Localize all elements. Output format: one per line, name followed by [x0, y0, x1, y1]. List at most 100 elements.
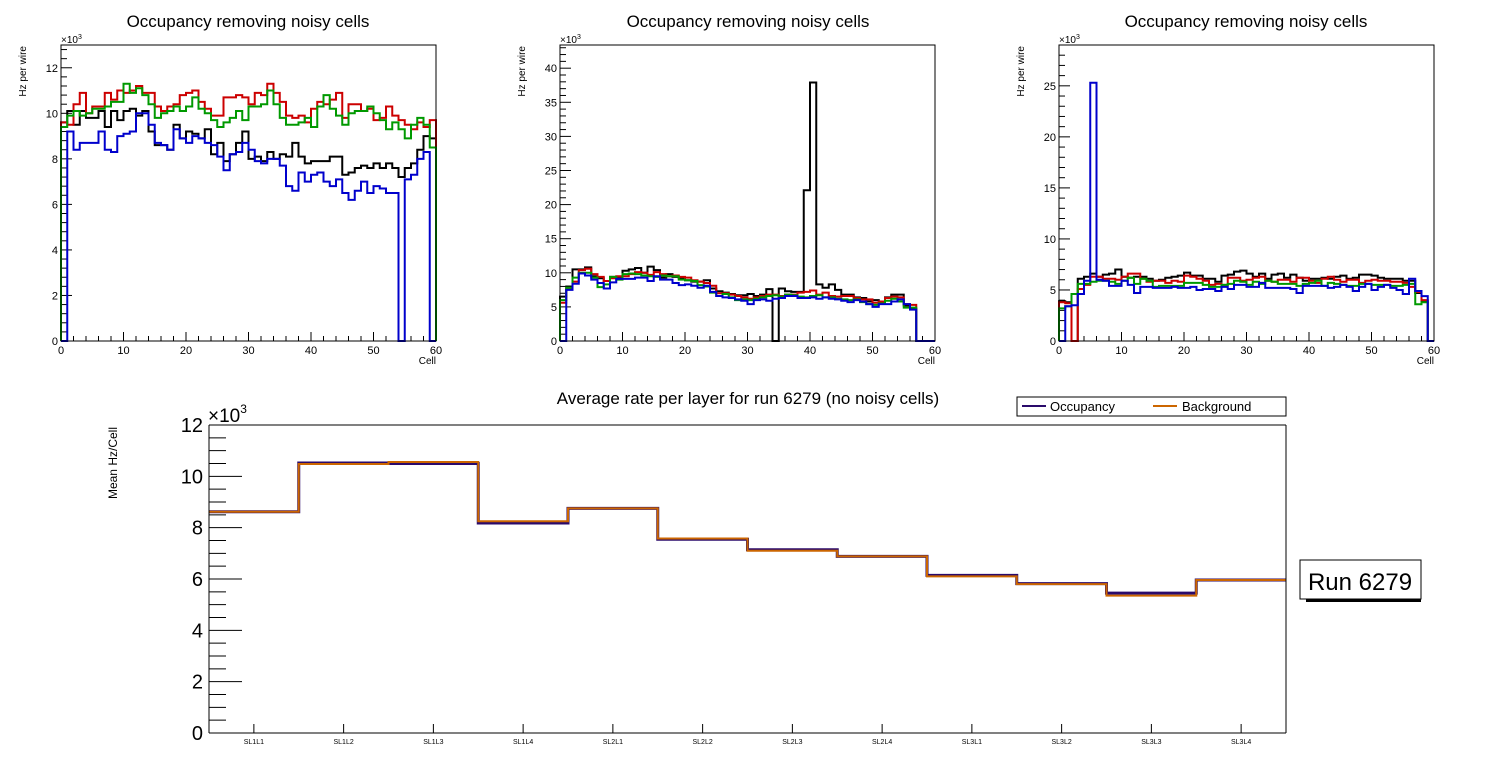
run-annotation-box	[1299, 559, 1422, 600]
y-tick-label: 4	[192, 620, 203, 642]
x-tick-label: 30	[741, 345, 753, 357]
series-group	[559, 81, 935, 342]
x-tick-label: 10	[117, 345, 129, 357]
series-green-line	[60, 82, 437, 341]
y-axis-label: Hz per wire	[18, 46, 29, 97]
x-tick-label: 40	[305, 345, 317, 357]
y-axis-label: Mean Hz/Cell	[106, 427, 120, 499]
x-tick-label: 50	[367, 345, 379, 357]
chart-title: Average rate per layer for run 6279 (no …	[557, 389, 939, 408]
series-group	[209, 460, 1286, 597]
series-red-line	[60, 82, 437, 341]
y-multiplier-label: ×103	[61, 34, 82, 46]
x-tick-label: 20	[679, 345, 691, 357]
y-tick-label: 8	[52, 154, 58, 166]
x-tick-label: 30	[1240, 345, 1252, 357]
series-occupancy-line	[209, 461, 1286, 595]
plot-frame	[1058, 44, 1435, 342]
y-multiplier-label: ×103	[1059, 34, 1080, 46]
x-tick-label: 40	[1303, 345, 1315, 357]
x-tick-label: 10	[616, 345, 628, 357]
legend-box	[1016, 396, 1287, 417]
y-tick-label: 35	[545, 97, 557, 109]
y-tick-label: 6	[192, 569, 203, 591]
run-annotation-label: Run 6279	[1308, 569, 1412, 596]
series-red-line	[1058, 272, 1434, 342]
top-right-histogram-panel: Occupancy removing noisy cells Hz per wi…	[1016, 12, 1440, 367]
y-tick-label: 40	[545, 63, 557, 75]
y-tick-label: 0	[551, 336, 557, 348]
legend: Occupancy Background	[1016, 396, 1287, 417]
x-category-label: SL1L3	[423, 739, 443, 746]
x-category-label: SL1L1	[244, 739, 264, 746]
x-tick-label: 40	[804, 345, 816, 357]
legend-label-occupancy: Occupancy	[1050, 399, 1116, 414]
legend-label-background: Background	[1182, 399, 1251, 414]
x-tick-label: 0	[1056, 345, 1062, 357]
y-axis-label: Hz per wire	[1016, 46, 1027, 97]
x-tick-label: 60	[1428, 345, 1440, 357]
y-tick-label: 20	[1044, 132, 1056, 144]
top-middle-histogram-panel: Occupancy removing noisy cells Hz per wi…	[517, 12, 941, 367]
y-tick-label: 10	[1044, 234, 1056, 246]
x-category-label: SL3L4	[1231, 739, 1251, 746]
series-blue-line	[560, 272, 935, 342]
y-tick-label: 15	[1044, 183, 1056, 195]
y-tick-label: 8	[192, 518, 203, 540]
top-left-histogram-panel: Occupancy removing noisy cells Hz per wi…	[18, 12, 442, 367]
series-black-line	[1058, 268, 1434, 342]
x-tick-label: 60	[929, 345, 941, 357]
y-tick-label: 12	[46, 63, 58, 75]
axis-ticks: 0 10 20 30 40 50 60 0 5 10 15 20 25 30 35 40	[545, 47, 941, 357]
y-tick-label: 20	[545, 200, 557, 212]
x-axis-label: Cell	[419, 356, 436, 367]
x-tick-label: 0	[557, 345, 563, 357]
x-axis-label: Cell	[918, 356, 935, 367]
y-tick-label: 10	[46, 108, 58, 120]
x-category-label: SL2L1	[603, 739, 623, 746]
y-tick-label: 30	[545, 131, 557, 143]
x-tick-label: 30	[242, 345, 254, 357]
y-tick-label: 0	[52, 336, 58, 348]
series-blue-line	[1059, 81, 1434, 342]
y-tick-label: 12	[181, 415, 203, 437]
x-tick-label: 50	[1365, 345, 1377, 357]
y-tick-label: 10	[545, 268, 557, 280]
series-background-line	[209, 460, 1286, 597]
y-tick-label: 0	[192, 723, 203, 745]
y-axis-label: Hz per wire	[517, 46, 528, 97]
y-multiplier-label: ×103	[208, 402, 247, 427]
chart-title: Occupancy removing noisy cells	[127, 12, 370, 31]
y-tick-label: 4	[52, 245, 58, 257]
y-tick-label: 2	[52, 290, 58, 302]
axis-ticks: 0 10 20 30 40 50 60 0 5 10 15 20 25	[1044, 44, 1440, 357]
x-category-label: SL1L2	[334, 739, 354, 746]
x-category-label: SL2L4	[872, 739, 892, 746]
plot-frame	[559, 44, 936, 342]
chart-title: Occupancy removing noisy cells	[627, 12, 870, 31]
x-tick-label: 20	[1178, 345, 1190, 357]
y-tick-label: 2	[192, 672, 203, 694]
y-tick-label: 5	[551, 302, 557, 314]
axis-ticks: 0 10 20 30 40 50 60 0 2 4 6 8 10 12	[46, 49, 442, 357]
x-category-label: SL3L3	[1141, 739, 1161, 746]
x-category-label: SL3L2	[1052, 739, 1072, 746]
series-black-line	[60, 107, 437, 341]
x-tick-label: 10	[1115, 345, 1127, 357]
x-tick-label: 60	[430, 345, 442, 357]
series-blue-line	[61, 112, 436, 342]
x-category-label: SL1L4	[513, 739, 533, 746]
x-tick-label: 50	[866, 345, 878, 357]
plot-frame	[60, 44, 437, 342]
bottom-layer-rate-panel: Average rate per layer for run 6279 (no …	[106, 389, 1287, 746]
y-tick-label: 15	[545, 234, 557, 246]
y-tick-label: 25	[545, 165, 557, 177]
series-group	[1058, 81, 1434, 342]
y-tick-label: 10	[181, 466, 203, 488]
x-tick-label: 0	[58, 345, 64, 357]
series-group	[60, 82, 437, 342]
x-tick-label: 20	[180, 345, 192, 357]
y-tick-label: 0	[1050, 336, 1056, 348]
chart-title: Occupancy removing noisy cells	[1125, 12, 1368, 31]
